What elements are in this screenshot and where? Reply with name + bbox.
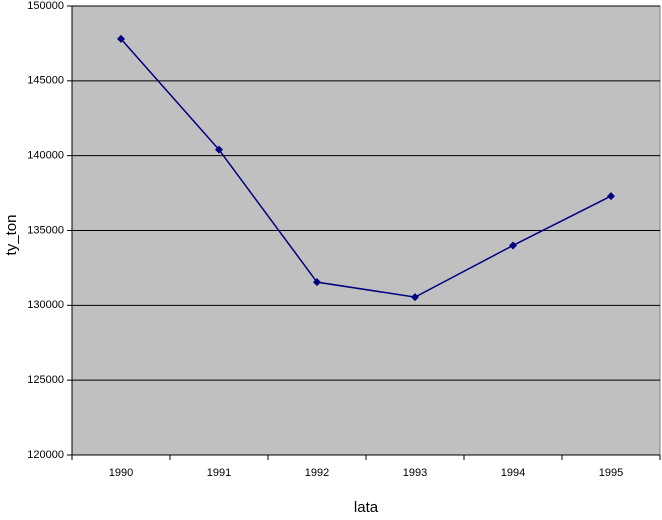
marker xyxy=(117,34,125,43)
marker xyxy=(313,278,321,287)
y-tick-label: 145000 xyxy=(27,75,64,87)
x-tick-label: 1994 xyxy=(501,467,525,479)
marker xyxy=(215,145,223,154)
x-tick-label: 1995 xyxy=(599,467,623,479)
marker xyxy=(411,293,419,302)
y-tick-label: 130000 xyxy=(27,299,64,311)
marker xyxy=(607,192,615,201)
y-axis-title: ty_ton xyxy=(3,215,20,256)
y-tick-label: 125000 xyxy=(27,374,64,386)
x-tick-label: 1991 xyxy=(207,467,231,479)
y-tick-label: 120000 xyxy=(27,449,64,461)
y-tick-label: 140000 xyxy=(27,150,64,162)
y-tick-label: 135000 xyxy=(27,224,64,236)
line xyxy=(120,38,612,298)
x-tick-label: 1992 xyxy=(305,467,329,479)
x-axis-title: lata xyxy=(354,499,379,516)
y-tick-label: 150000 xyxy=(27,0,64,12)
x-tick-label: 1993 xyxy=(403,467,427,479)
marker xyxy=(509,241,517,250)
x-tick-label: 1990 xyxy=(109,467,133,479)
